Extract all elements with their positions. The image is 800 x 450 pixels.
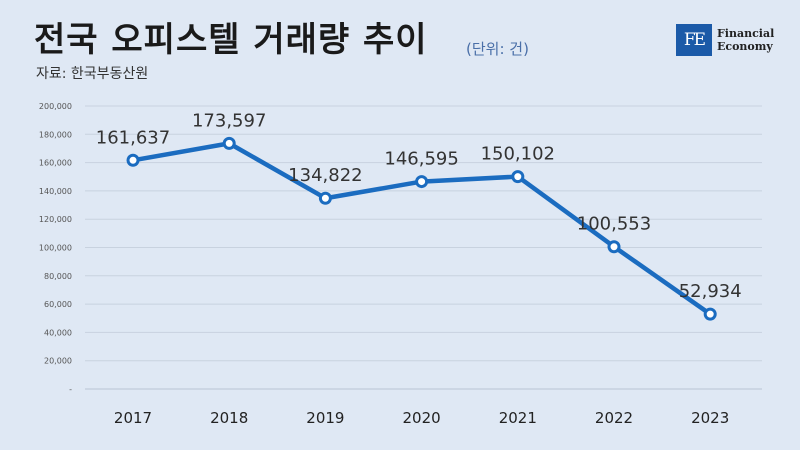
data-label: 52,934: [679, 281, 742, 302]
x-tick-label: 2021: [499, 409, 537, 427]
logo-line-1: Financial: [717, 27, 775, 40]
x-tick-label: 2017: [114, 409, 152, 427]
data-point: [607, 240, 621, 254]
y-tick-label: -: [69, 385, 72, 394]
y-tick-label: 140,000: [39, 187, 72, 196]
y-tick-label: 20,000: [44, 357, 72, 366]
logo-line-2: Economy: [717, 40, 773, 53]
data-label: 100,553: [577, 214, 651, 235]
source-label: 자료: 한국부동산원: [36, 66, 149, 82]
data-label: 134,822: [288, 165, 362, 186]
x-tick-label: 2018: [210, 409, 248, 427]
chart-title: 전국 오피스텔 거래량 추이: [34, 20, 428, 60]
data-point: [511, 170, 525, 184]
y-tick-label: 80,000: [44, 272, 72, 281]
unit-label: (단위: 건): [466, 40, 529, 58]
data-point: [415, 175, 429, 189]
data-label: 173,597: [192, 110, 266, 131]
x-tick-label: 2019: [306, 409, 344, 427]
y-tick-label: 100,000: [39, 244, 72, 253]
brand-logo: FE Financial Economy: [676, 24, 774, 56]
data-label: 150,102: [481, 144, 555, 165]
data-point: [126, 153, 140, 167]
data-point: [703, 307, 717, 321]
x-tick-label: 2023: [691, 409, 729, 427]
data-label: 161,637: [96, 127, 170, 148]
y-tick-label: 60,000: [44, 300, 72, 309]
y-tick-label: 160,000: [39, 159, 72, 168]
logo-mark-icon: FE: [676, 24, 712, 56]
y-tick-label: 120,000: [39, 215, 72, 224]
x-tick-label: 2022: [595, 409, 633, 427]
x-tick-label: 2020: [403, 409, 441, 427]
data-point: [222, 136, 236, 150]
y-tick-label: 180,000: [39, 130, 72, 139]
y-tick-label: 200,000: [39, 102, 72, 111]
data-label: 146,595: [384, 149, 458, 170]
y-tick-label: 40,000: [44, 328, 72, 337]
logo-text: Financial Economy: [717, 27, 774, 53]
data-point: [318, 191, 332, 205]
